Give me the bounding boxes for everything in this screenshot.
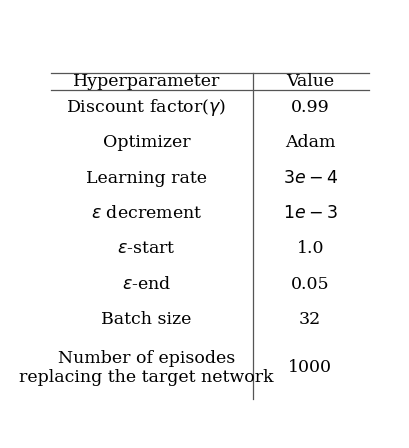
Text: 0.99: 0.99 [290,99,329,116]
Text: $\epsilon$-end: $\epsilon$-end [121,276,171,293]
Text: 32: 32 [298,311,321,328]
Text: 1.0: 1.0 [296,240,323,257]
Text: Optimizer: Optimizer [103,134,190,151]
Text: Batch size: Batch size [101,311,191,328]
Text: Number of episodes
replacing the target network: Number of episodes replacing the target … [19,349,273,386]
Text: $\epsilon$-start: $\epsilon$-start [117,240,175,257]
Text: $3e - 4$: $3e - 4$ [282,170,337,187]
Text: Learning rate: Learning rate [86,170,207,187]
Text: Value: Value [285,73,333,90]
Text: $\epsilon$ decrement: $\epsilon$ decrement [91,205,202,222]
Text: $1e - 3$: $1e - 3$ [282,205,337,222]
Text: Hyperparameter: Hyperparameter [73,73,220,90]
Text: Adam: Adam [284,134,335,151]
Text: 0.05: 0.05 [290,276,329,293]
Text: 1000: 1000 [288,359,331,376]
Text: Discount factor($\gamma$): Discount factor($\gamma$) [66,97,226,118]
